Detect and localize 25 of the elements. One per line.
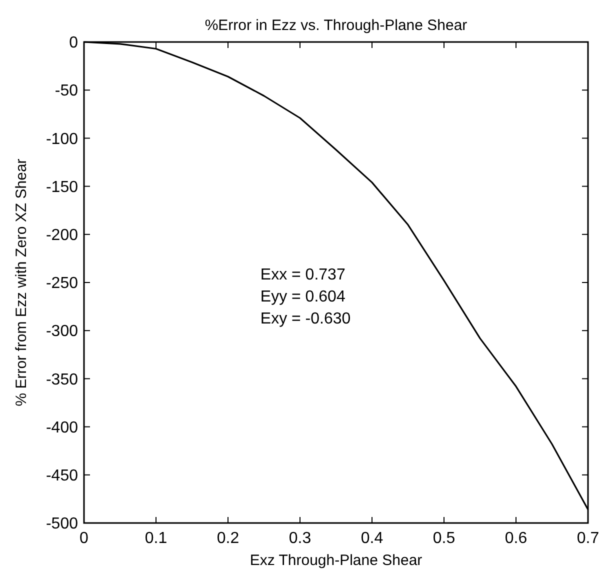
x-tick-label: 0.3 — [288, 530, 312, 547]
x-tick-label: 0 — [80, 530, 89, 547]
y-tick-label: -350 — [46, 371, 78, 388]
y-tick-label: -50 — [54, 82, 78, 100]
x-tick-label: 0.1 — [144, 530, 168, 547]
y-tick-label: -250 — [46, 275, 78, 292]
y-tick-label: -100 — [46, 130, 78, 148]
x-axis-title: Exz Through-Plane Shear — [250, 552, 422, 569]
y-tick-label: -200 — [46, 227, 78, 244]
chart-title: %Error in Ezz vs. Through-Plane Shear — [204, 17, 468, 34]
x-tick-label: 0.5 — [432, 530, 456, 547]
x-tick-label: 0.7 — [576, 530, 600, 547]
annotation: Exx = 0.737 — [260, 266, 346, 284]
y-tick-label: -150 — [46, 178, 78, 196]
y-tick-label: 0 — [69, 34, 78, 52]
y-axis-title: % Error from Ezz with Zero XZ Shear — [13, 158, 30, 406]
x-tick-label: 0.2 — [216, 530, 240, 547]
y-tick-label: -400 — [46, 419, 78, 436]
y-tick-label: -500 — [46, 516, 78, 533]
annotation: Eyy = 0.604 — [260, 288, 346, 306]
y-tick-label: -300 — [46, 323, 78, 340]
x-tick-label: 0.4 — [360, 530, 384, 547]
x-tick-label: 0.6 — [504, 530, 528, 547]
y-tick-label: -450 — [46, 468, 78, 484]
annotation: Exy = -0.630 — [260, 310, 351, 328]
